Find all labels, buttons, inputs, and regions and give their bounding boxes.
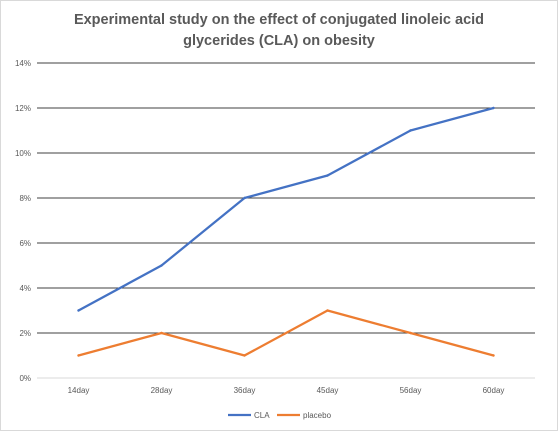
- data-point-placebo: [492, 354, 495, 357]
- series-line-placebo: [77, 309, 495, 357]
- data-point-cla: [77, 309, 80, 312]
- x-tick-label: 56day: [400, 386, 422, 395]
- data-point-placebo: [243, 354, 246, 357]
- y-tick-label: 10%: [15, 149, 31, 158]
- data-series: [77, 106, 495, 357]
- x-tick-label: 45day: [317, 386, 339, 395]
- gridlines: [37, 62, 535, 379]
- y-tick-label: 4%: [19, 284, 31, 293]
- y-tick-label: 6%: [19, 239, 31, 248]
- data-point-cla: [243, 196, 246, 200]
- chart-title: Experimental study on the effect of conj…: [73, 12, 485, 49]
- y-tick-label: 12%: [15, 104, 31, 113]
- legend-label-cla: CLA: [254, 411, 270, 420]
- data-point-placebo: [326, 309, 329, 312]
- data-point-placebo: [77, 354, 80, 357]
- y-tick-label: 2%: [19, 329, 31, 338]
- y-tick-label: 8%: [19, 194, 31, 203]
- x-tick-label: 14day: [68, 386, 90, 395]
- x-tick-label: 28day: [151, 386, 173, 395]
- legend: CLA placebo: [228, 411, 332, 420]
- data-point-cla: [409, 129, 412, 132]
- data-point-placebo: [160, 331, 163, 335]
- y-tick-label: 0%: [19, 374, 31, 383]
- y-tick-label: 14%: [15, 59, 31, 68]
- data-point-cla: [492, 106, 495, 110]
- data-point-cla: [326, 174, 329, 177]
- series-line-cla: [77, 106, 495, 312]
- data-point-cla: [160, 264, 163, 267]
- data-point-placebo: [409, 331, 412, 335]
- x-axis-ticks: 14day 28day 36day 45day 56day 60day: [68, 386, 505, 395]
- x-tick-label: 60day: [483, 386, 505, 395]
- x-tick-label: 36day: [234, 386, 256, 395]
- legend-label-placebo: placebo: [303, 411, 332, 420]
- y-axis-ticks: 0% 2% 4% 6% 8% 10% 12% 14%: [15, 59, 31, 383]
